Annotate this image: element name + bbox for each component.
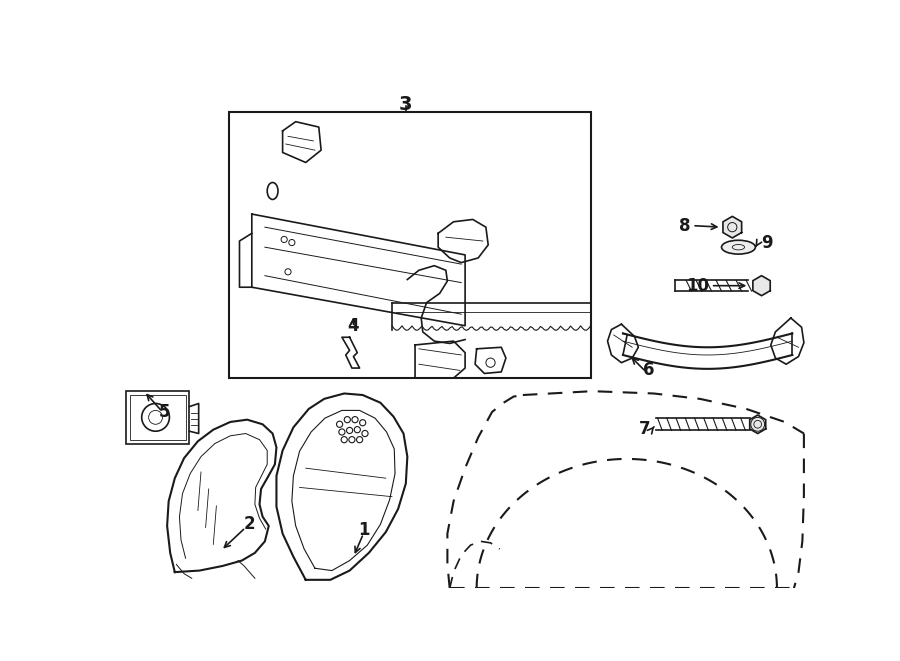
Bar (229, 112, 590, 378)
Text: 8: 8 (680, 217, 690, 235)
Text: 10: 10 (686, 277, 709, 295)
Bar (130, 395, 185, 440)
Text: 1: 1 (357, 521, 369, 539)
Polygon shape (723, 216, 742, 238)
Text: 6: 6 (643, 362, 654, 379)
Bar (126, 391, 189, 444)
Text: 2: 2 (244, 516, 256, 533)
Polygon shape (753, 276, 770, 295)
Text: 3: 3 (399, 95, 412, 114)
Text: 7: 7 (639, 420, 651, 438)
Text: 4: 4 (347, 317, 359, 334)
Text: 5: 5 (159, 403, 171, 421)
Ellipse shape (722, 240, 755, 254)
Polygon shape (750, 415, 766, 434)
Text: 9: 9 (761, 235, 773, 253)
